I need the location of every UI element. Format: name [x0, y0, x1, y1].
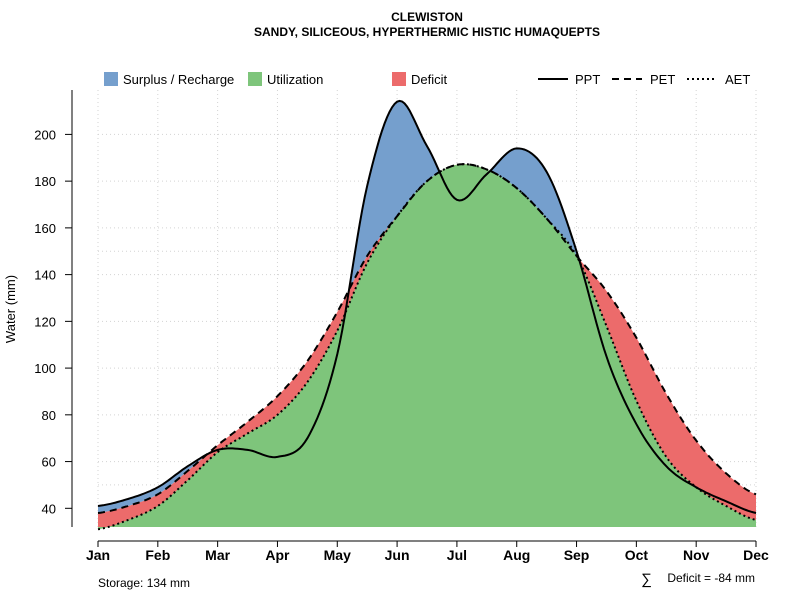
ppt-line: [97, 99, 757, 514]
x-tick-label: Jan: [86, 547, 110, 563]
aet-line: [97, 163, 757, 531]
deficit-annotation: Deficit = -84 mm: [667, 571, 755, 585]
storage-annotation: Storage: 134 mm: [98, 576, 190, 590]
legend-swatch: [104, 72, 118, 86]
x-tick-label: Oct: [625, 547, 649, 563]
legend-swatch: [392, 72, 406, 86]
legend-swatch: [248, 72, 262, 86]
x-tick-label: Feb: [145, 547, 170, 563]
x-tick-label: Nov: [683, 547, 710, 563]
axes: [71, 90, 756, 542]
x-tick-label: Apr: [265, 547, 290, 563]
chart-title: CLEWISTON: [391, 10, 463, 24]
chart-subtitle: SANDY, SILICEOUS, HYPERTHERMIC HISTIC HU…: [254, 25, 600, 39]
x-tick-label: Sep: [564, 547, 590, 563]
deficit-sum-icon: ∑: [641, 571, 652, 588]
legend-label: Utilization: [267, 72, 323, 87]
x-ticks: Jan Feb Mar Apr May Jun Jul Aug Sep Oct Nov Dec: [86, 541, 769, 563]
legend-label: Surplus / Recharge: [123, 72, 234, 87]
utilization-area: [98, 164, 756, 530]
legend-label: PET: [650, 72, 675, 87]
x-tick-label: Aug: [503, 547, 530, 563]
y-tick-label: 60: [42, 455, 56, 470]
x-tick-label: Jul: [447, 547, 467, 563]
y-ticks: 40 60 80 100 120 140 160 180 200: [34, 127, 72, 516]
legend: Surplus / Recharge Utilization Deficit PPT P…: [104, 72, 750, 87]
y-tick-label: 100: [34, 361, 56, 376]
series-lines: [97, 99, 757, 531]
y-axis-label: Water (mm): [3, 275, 18, 343]
legend-label: AET: [725, 72, 750, 87]
y-tick-label: 120: [34, 314, 56, 329]
x-tick-label: Jun: [385, 547, 410, 563]
y-tick-label: 160: [34, 221, 56, 236]
y-tick-label: 80: [42, 408, 56, 423]
x-tick-label: Mar: [205, 547, 230, 563]
y-tick-label: 40: [42, 501, 56, 516]
y-tick-label: 200: [34, 127, 56, 142]
y-tick-label: 140: [34, 268, 56, 283]
x-tick-label: May: [324, 547, 351, 563]
x-tick-label: Dec: [743, 547, 769, 563]
area-fills: [98, 100, 756, 530]
legend-label: Deficit: [411, 72, 448, 87]
y-tick-label: 180: [34, 174, 56, 189]
legend-label: PPT: [575, 72, 600, 87]
